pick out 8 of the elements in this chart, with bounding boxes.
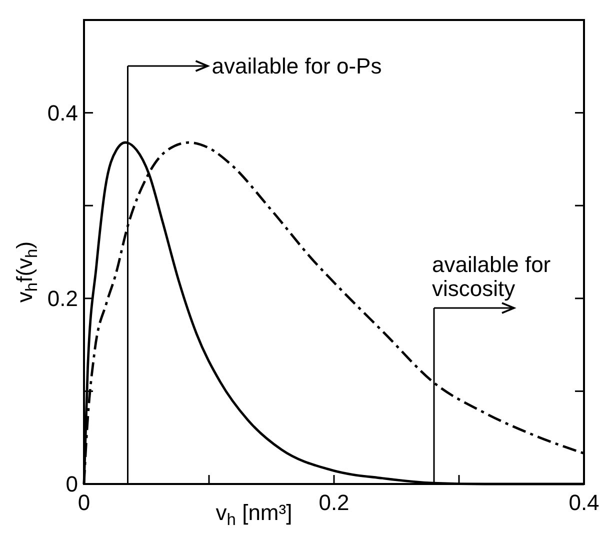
- x-tick-label: 0.4: [568, 490, 600, 515]
- x-axis-title: v$_{h}$ [nm³]: [216, 500, 292, 530]
- y-tick-label: 0.4: [47, 100, 78, 126]
- y-tick-label: 0.2: [47, 286, 78, 312]
- x-tick-label: 0.2: [318, 490, 350, 515]
- y-tick-label: 0: [66, 472, 78, 497]
- ref-line-label: available for o-Ps: [212, 54, 382, 79]
- ref-line-label: available for viscosity: [432, 252, 551, 301]
